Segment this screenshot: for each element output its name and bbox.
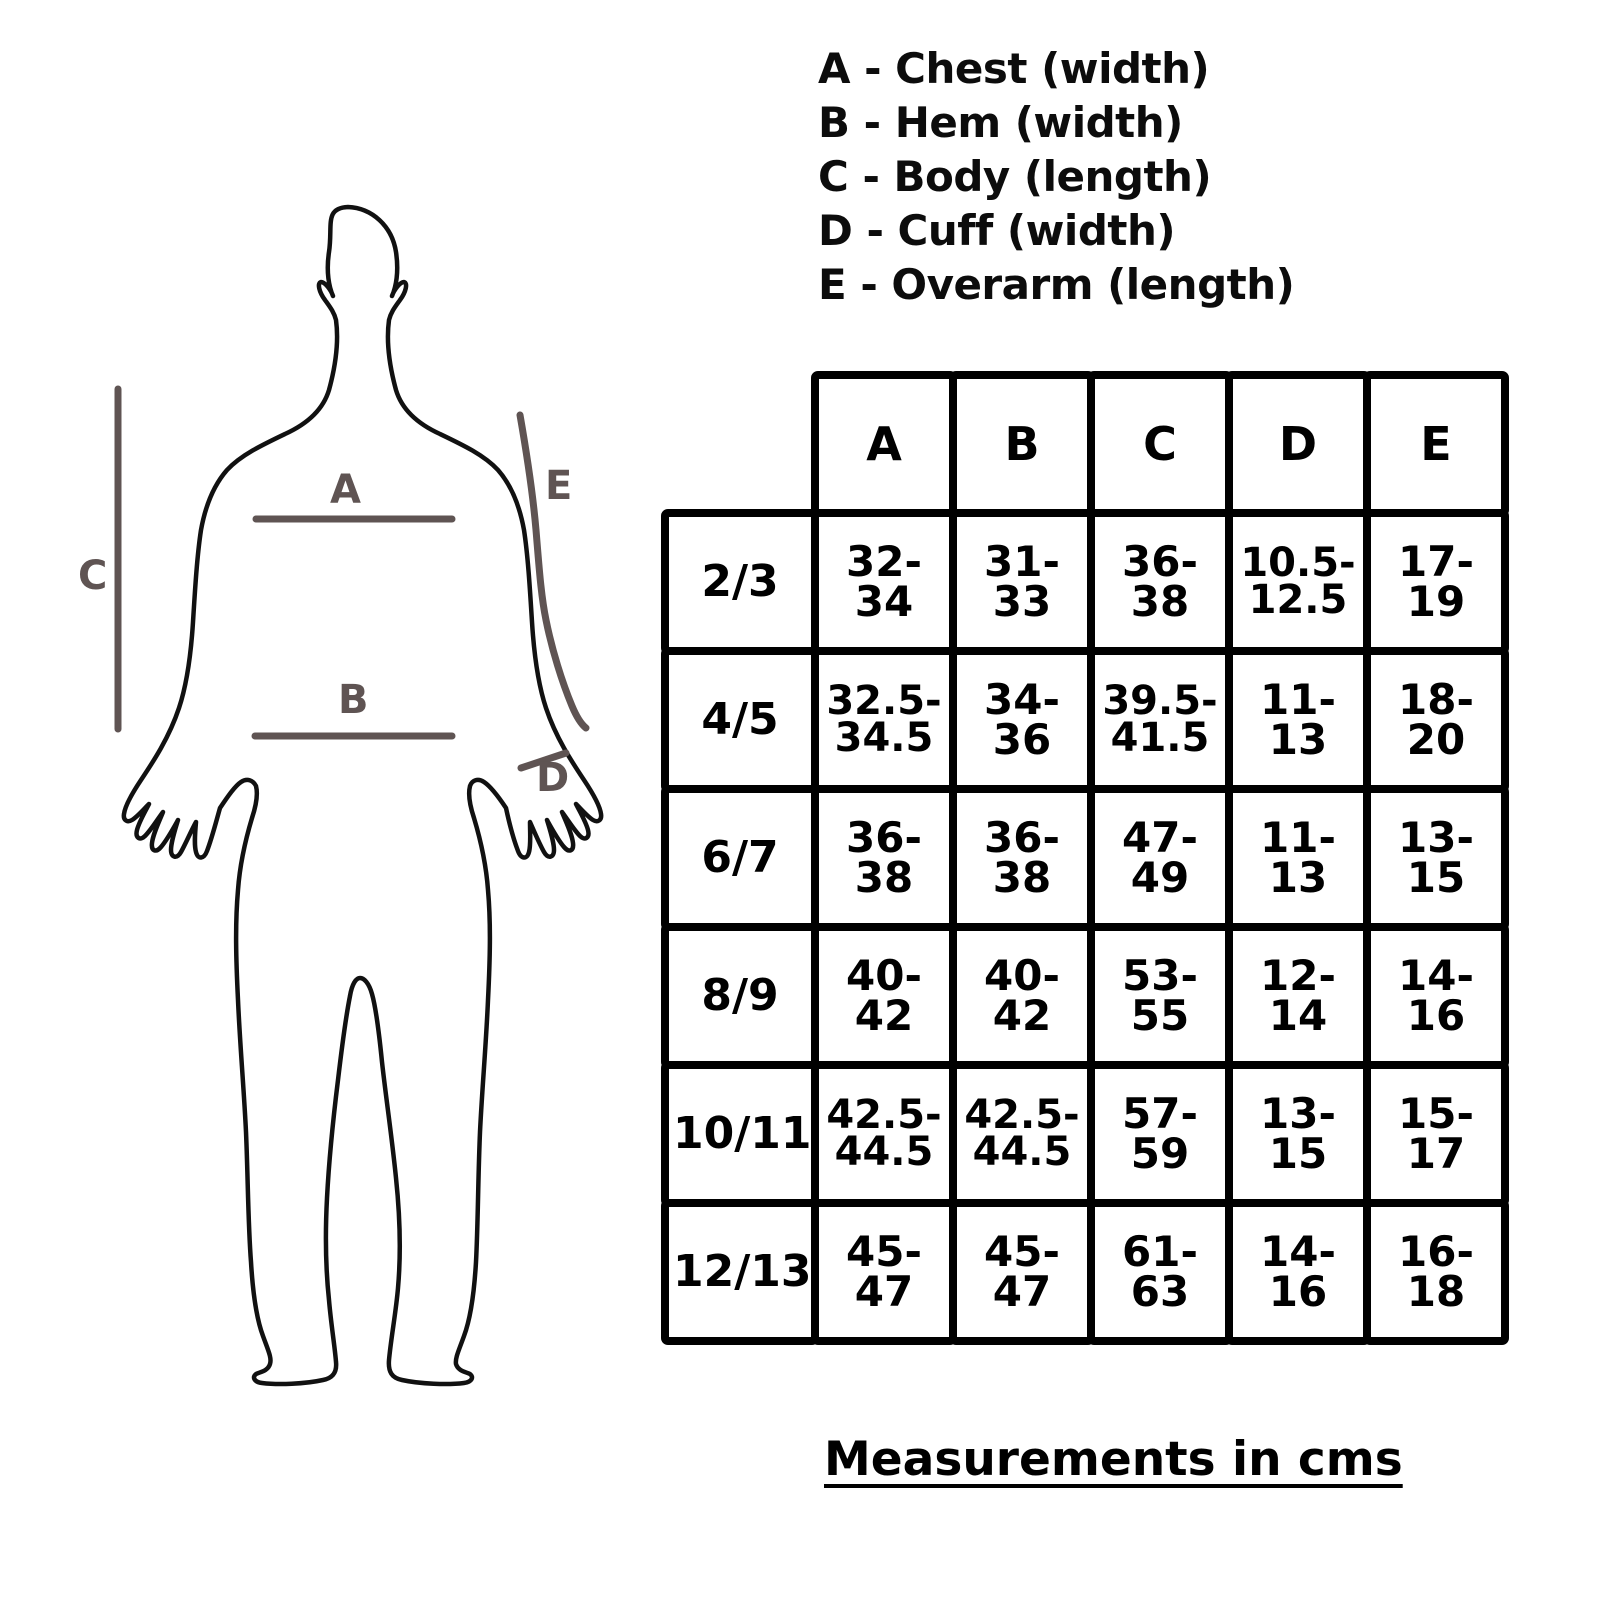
figure-label-c: C — [78, 553, 108, 599]
cell-b: 34-36 — [949, 647, 1095, 793]
measurement-markers — [114, 385, 590, 772]
figure-label-e: E — [545, 463, 573, 509]
cell-d: 12-14 — [1225, 923, 1371, 1069]
legend-item-d: D - Cuff (width) — [818, 206, 1176, 255]
table-row: 12/13 45-47 45-47 61-63 14-16 16-18 — [661, 1199, 1541, 1345]
row-size-label: 2/3 — [661, 509, 819, 655]
figure-label-b: B — [338, 677, 369, 723]
cell-a: 42.5-44.5 — [811, 1061, 957, 1207]
measurement-legend: A - Chest (width) B - Hem (width) C - Bo… — [818, 42, 1518, 312]
cell-b: 45-47 — [949, 1199, 1095, 1345]
table-row: 2/3 32-34 31-33 36-38 10.5-12.5 17-19 — [661, 509, 1541, 655]
legend-item-b: B - Hem (width) — [818, 98, 1183, 147]
cell-c: 61-63 — [1087, 1199, 1233, 1345]
cell-e: 13-15 — [1363, 785, 1509, 931]
cell-b: 31-33 — [949, 509, 1095, 655]
column-header-c: C — [1087, 371, 1233, 517]
cell-e: 14-16 — [1363, 923, 1509, 1069]
row-size-label: 8/9 — [661, 923, 819, 1069]
column-header-d: D — [1225, 371, 1371, 517]
cell-c: 36-38 — [1087, 509, 1233, 655]
overarm-measure-curve — [516, 411, 590, 732]
cell-c: 53-55 — [1087, 923, 1233, 1069]
cell-c: 39.5-41.5 — [1087, 647, 1233, 793]
cell-a: 32-34 — [811, 509, 957, 655]
legend-item-c: C - Body (length) — [818, 152, 1212, 201]
column-header-e: E — [1363, 371, 1509, 517]
table-row: 10/11 42.5-44.5 42.5-44.5 57-59 13-15 15… — [661, 1061, 1541, 1207]
cuff-measure-line — [517, 749, 570, 772]
legend-item-e: E - Overarm (length) — [818, 260, 1295, 309]
cell-a: 45-47 — [811, 1199, 957, 1345]
table-header-row: A B C D E — [665, 371, 1541, 517]
cell-c: 47-49 — [1087, 785, 1233, 931]
row-size-label: 10/11 — [661, 1061, 819, 1207]
row-size-label: 4/5 — [661, 647, 819, 793]
cell-e: 17-19 — [1363, 509, 1509, 655]
row-size-label: 6/7 — [661, 785, 819, 931]
size-chart-table: A B C D E 2/3 32-34 31-33 36-38 10.5-12.… — [661, 371, 1541, 1345]
table-row: 4/5 32.5-34.5 34-36 39.5-41.5 11-13 18-2… — [661, 647, 1541, 793]
human-body-outline-diagram — [114, 204, 604, 1387]
table-row: 8/9 40-42 40-42 53-55 12-14 14-16 — [661, 923, 1541, 1069]
cell-e: 15-17 — [1363, 1061, 1509, 1207]
cell-b: 36-38 — [949, 785, 1095, 931]
cell-a: 32.5-34.5 — [811, 647, 957, 793]
cell-a: 36-38 — [811, 785, 957, 931]
body-figure-panel: A B C D E — [0, 0, 660, 1600]
table-row: 6/7 36-38 36-38 47-49 11-13 13-15 — [661, 785, 1541, 931]
cell-d: 10.5-12.5 — [1225, 509, 1371, 655]
header-corner-spacer — [661, 371, 819, 517]
cell-b: 40-42 — [949, 923, 1095, 1069]
legend-item-a: A - Chest (width) — [818, 44, 1210, 93]
column-header-a: A — [811, 371, 957, 517]
column-header-b: B — [949, 371, 1095, 517]
measurement-unit-note: Measurements in cms — [824, 1432, 1403, 1487]
cell-e: 16-18 — [1363, 1199, 1509, 1345]
cell-d: 11-13 — [1225, 785, 1371, 931]
body-silhouette-icon — [121, 204, 604, 1387]
cell-c: 57-59 — [1087, 1061, 1233, 1207]
cell-d: 13-15 — [1225, 1061, 1371, 1207]
cell-e: 18-20 — [1363, 647, 1509, 793]
cell-d: 11-13 — [1225, 647, 1371, 793]
cell-b: 42.5-44.5 — [949, 1061, 1095, 1207]
row-size-label: 12/13 — [661, 1199, 819, 1345]
cell-a: 40-42 — [811, 923, 957, 1069]
cell-d: 14-16 — [1225, 1199, 1371, 1345]
figure-label-a: A — [330, 467, 361, 513]
figure-label-d: D — [536, 755, 570, 801]
